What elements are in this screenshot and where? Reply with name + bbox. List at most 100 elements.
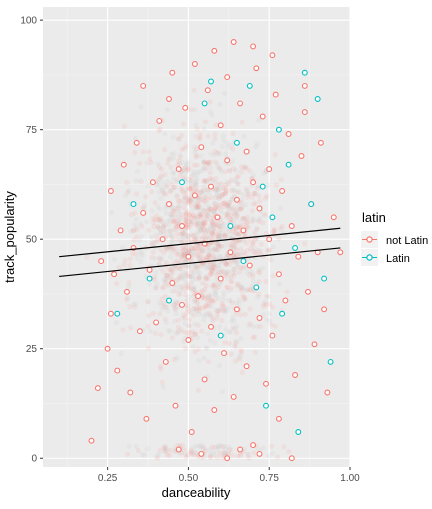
background-point <box>203 215 209 222</box>
background-point <box>174 304 180 310</box>
background-point <box>204 187 210 193</box>
data-point-not-latin <box>111 271 118 278</box>
background-point <box>221 260 227 266</box>
background-point <box>184 273 191 279</box>
background-point <box>133 224 139 230</box>
background-point <box>180 238 186 244</box>
background-point <box>225 201 231 207</box>
background-point <box>185 200 191 206</box>
background-point <box>226 329 232 335</box>
data-point-latin <box>321 275 328 282</box>
background-point <box>197 444 203 450</box>
background-point <box>213 195 219 201</box>
background-point <box>197 227 203 233</box>
background-point <box>183 258 189 264</box>
background-point <box>193 154 199 160</box>
background-point <box>206 176 212 182</box>
background-point <box>184 302 190 308</box>
background-point <box>241 164 247 170</box>
data-point-not-latin <box>191 61 198 67</box>
background-point <box>187 186 193 192</box>
background-point <box>186 198 192 204</box>
background-point <box>230 452 236 459</box>
background-point <box>200 187 206 193</box>
background-point <box>223 182 229 188</box>
background-point <box>208 164 214 170</box>
background-point <box>201 445 207 451</box>
background-point <box>164 275 171 281</box>
background-point <box>225 202 231 209</box>
data-point-latin <box>285 161 292 168</box>
background-point <box>208 313 214 319</box>
background-point <box>208 292 214 298</box>
background-point <box>163 319 169 325</box>
background-point <box>186 263 192 269</box>
data-point-not-latin <box>246 262 253 269</box>
background-point <box>161 250 167 256</box>
background-point <box>214 272 220 278</box>
background-point <box>244 224 250 230</box>
background-point <box>238 352 244 358</box>
background-point <box>245 191 251 197</box>
background-point <box>159 166 165 172</box>
background-point <box>125 284 132 290</box>
background-point <box>147 328 153 334</box>
background-point <box>190 344 196 350</box>
background-point <box>139 253 146 259</box>
background-point <box>180 329 186 335</box>
data-point-latin <box>301 69 308 76</box>
background-point <box>192 233 198 239</box>
background-point <box>231 211 237 217</box>
background-point <box>204 178 210 184</box>
background-point <box>245 451 251 458</box>
data-point-not-latin <box>208 183 214 190</box>
background-point <box>184 224 190 230</box>
background-point <box>175 317 181 323</box>
background-point <box>249 218 255 224</box>
background-point <box>195 243 201 249</box>
background-point <box>195 300 201 306</box>
background-point <box>213 221 219 227</box>
data-point-not-latin <box>279 188 286 194</box>
background-point <box>185 185 191 192</box>
data-point-latin <box>253 284 260 291</box>
background-point <box>118 350 124 357</box>
background-point <box>237 453 243 459</box>
background-point <box>188 174 194 180</box>
background-point <box>158 215 164 221</box>
background-point <box>200 234 206 240</box>
background-point <box>192 250 198 256</box>
background-point <box>188 222 194 228</box>
background-point <box>202 219 208 225</box>
background-point <box>225 269 231 275</box>
background-point <box>194 335 201 341</box>
background-point <box>229 300 235 306</box>
data-point-not-latin <box>250 43 257 50</box>
background-point <box>175 198 182 204</box>
background-point <box>254 324 261 330</box>
background-point <box>159 306 165 312</box>
data-point-latin <box>269 214 276 221</box>
background-point <box>213 292 219 298</box>
background-point <box>145 323 151 329</box>
background-point <box>253 251 259 257</box>
background-point <box>226 200 232 206</box>
background-point <box>169 234 175 240</box>
data-point-not-latin <box>269 52 276 59</box>
background-point <box>168 233 174 239</box>
background-point <box>222 233 228 240</box>
background-point <box>196 311 202 317</box>
background-point <box>178 266 184 272</box>
background-point <box>261 312 267 318</box>
background-point <box>176 328 182 334</box>
background-point <box>163 443 169 449</box>
background-point <box>222 261 228 267</box>
background-point <box>150 310 156 316</box>
background-point <box>215 281 221 287</box>
background-point <box>111 256 117 262</box>
background-point <box>165 218 171 224</box>
background-point <box>220 290 226 296</box>
background-point <box>185 159 191 165</box>
background-point <box>241 294 247 300</box>
